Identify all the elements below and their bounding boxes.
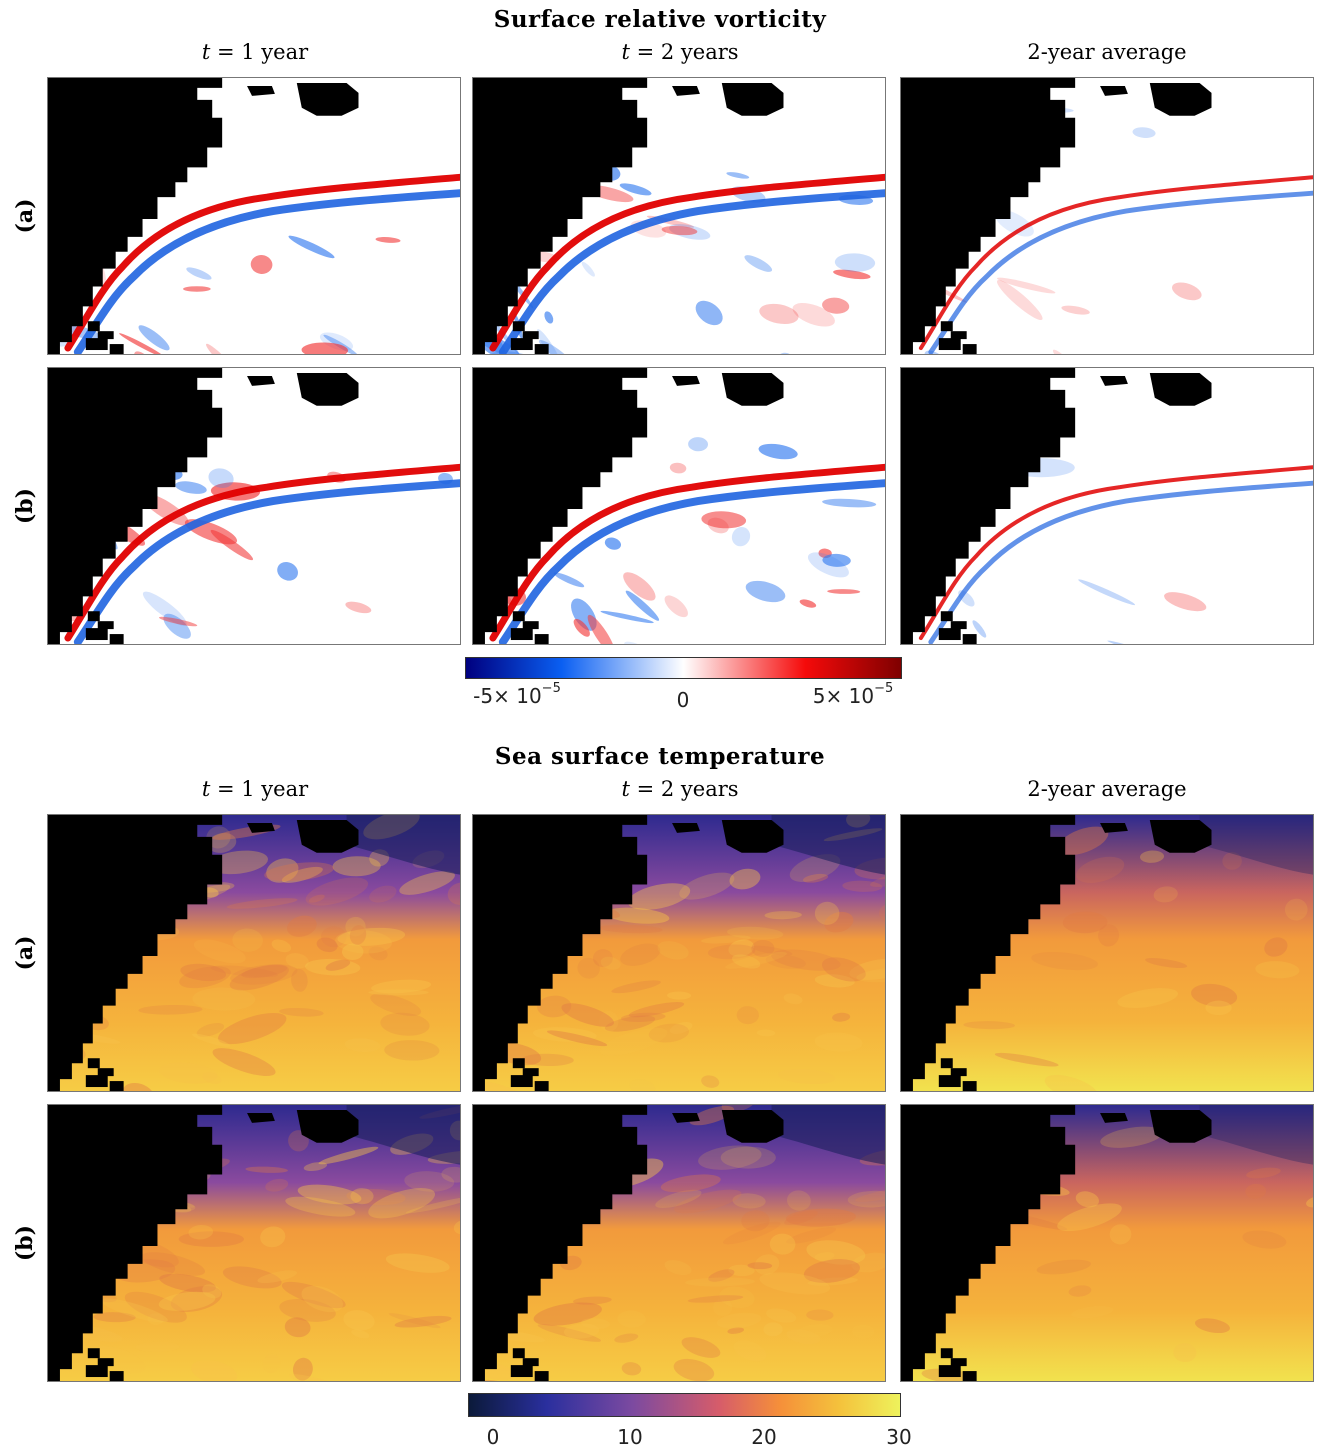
col-var: t: [621, 40, 630, 64]
col-text: 2-year average: [1027, 777, 1187, 801]
sst-row-label-a: (a): [12, 935, 38, 971]
col-text: = 1 year: [210, 40, 309, 64]
col-text: 2-year average: [1027, 40, 1187, 64]
vorticity-tick-zero: 0: [676, 688, 690, 712]
vorticity-panel-b-avg: [900, 367, 1314, 645]
sst-panel-a-avg: [900, 814, 1314, 1092]
sst-panel-b-avg: [900, 1104, 1314, 1382]
vorticity-tick-max: 5× 10−5: [812, 681, 894, 708]
vorticity-panel-b-t1: [47, 367, 461, 645]
col-var: t: [201, 777, 211, 801]
col-text: = 1 year: [210, 777, 309, 801]
vorticity-section: Surface relative vorticity t = 1 year t …: [0, 0, 1320, 720]
tick-times: × 10: [493, 684, 542, 708]
sst-tick-10: 10: [617, 1425, 643, 1449]
col-var: t: [201, 40, 211, 64]
sst-tick-30: 30: [886, 1425, 912, 1449]
sst-section: Sea surface temperature t = 1 year t = 2…: [0, 736, 1320, 1452]
sst-col-title-1: t = 1 year: [47, 777, 463, 801]
vorticity-col-title-1: t = 1 year: [47, 40, 463, 64]
sst-colorbar: [468, 1393, 901, 1417]
sst-col-title-2: t = 2 years: [472, 777, 888, 801]
vorticity-panel-b-t2: [472, 367, 886, 645]
vorticity-panel-a-t2: [472, 77, 886, 355]
sst-row-label-b: (b): [12, 1224, 38, 1262]
vorticity-row-label-b: (b): [12, 487, 38, 525]
sst-panel-a-t2: [472, 814, 886, 1092]
vorticity-panel-a-t1: [47, 77, 461, 355]
vorticity-title: Surface relative vorticity: [493, 6, 827, 33]
vorticity-col-title-3: 2-year average: [899, 40, 1315, 64]
col-text: = 2 years: [629, 40, 739, 64]
vorticity-row-label-a: (a): [12, 198, 38, 234]
vorticity-tick-min: -5× 10−5: [473, 681, 561, 708]
tick-exp: −5: [874, 681, 894, 697]
sst-tick-0: 0: [486, 1425, 500, 1449]
sst-tick-20: 20: [751, 1425, 777, 1449]
tick-mantissa: 5: [812, 684, 826, 708]
tick-exp: −5: [541, 681, 561, 697]
tick-times: × 10: [825, 684, 875, 708]
sst-title: Sea surface temperature: [494, 743, 826, 770]
col-text: = 2 years: [629, 777, 739, 801]
sst-col-title-3: 2-year average: [899, 777, 1315, 801]
vorticity-colorbar: [465, 657, 902, 679]
vorticity-col-title-2: t = 2 years: [472, 40, 888, 64]
sst-panel-b-t2: [472, 1104, 886, 1382]
tick-mantissa: -5: [473, 684, 494, 708]
col-var: t: [621, 777, 630, 801]
sst-panel-a-t1: [47, 814, 461, 1092]
vorticity-panel-a-avg: [900, 77, 1314, 355]
sst-panel-b-t1: [47, 1104, 461, 1382]
